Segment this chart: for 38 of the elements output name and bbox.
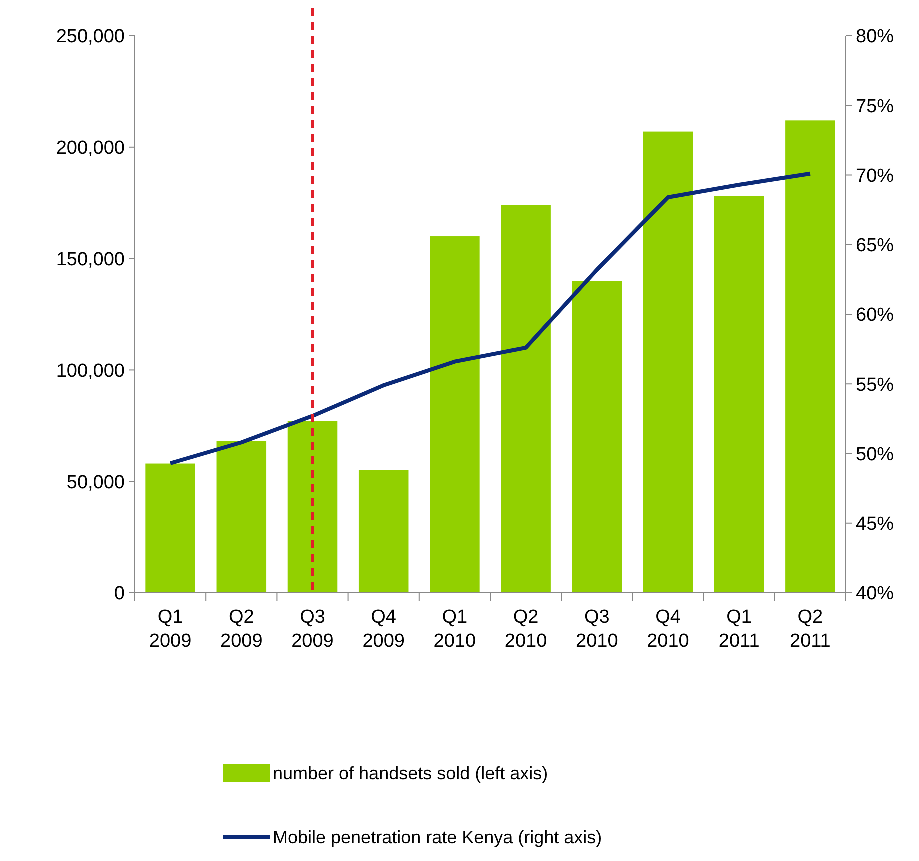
y2-tick-label: 55% <box>856 374 894 396</box>
y-tick-label: 50,000 <box>66 472 125 494</box>
legend-label: Mobile penetration rate Kenya (right axis) <box>273 827 602 848</box>
bar <box>501 205 551 593</box>
x-tick-label: Q2 2010 <box>504 607 548 652</box>
x-tick-label: Q3 2009 <box>292 607 334 652</box>
bar <box>643 132 694 593</box>
bar <box>786 120 836 593</box>
y-tick-label: 100,000 <box>56 360 125 382</box>
y-tick-label: 0 <box>114 584 125 605</box>
y-tick-label: 250,000 <box>56 26 125 48</box>
x-tick-label: Q1 2010 <box>434 607 476 652</box>
line-series <box>168 172 812 466</box>
y2-tick-label: 65% <box>856 236 894 257</box>
y2-tick-label: 80% <box>856 26 894 48</box>
x-tick-label: Q2 2011 <box>790 607 831 652</box>
y2-tick-label: 45% <box>856 514 894 536</box>
bar <box>288 421 338 593</box>
y-tick-label: 150,000 <box>56 249 125 270</box>
y2-tick-label: 40% <box>856 584 894 605</box>
bar <box>714 196 764 593</box>
x-tick-label: Q1 2009 <box>149 607 192 652</box>
x-tick-label: Q2 2009 <box>220 607 263 652</box>
x-tick-label: Q4 2009 <box>362 607 405 652</box>
y2-tick-label: 70% <box>856 166 894 187</box>
x-tick-label: Q3 2010 <box>576 607 618 652</box>
y2-tick-label: 60% <box>856 305 894 326</box>
x-tick-label: Q1 2011 <box>718 607 760 652</box>
x-tick-label: Q4 2010 <box>647 607 690 652</box>
y2-tick-label: 75% <box>856 96 894 118</box>
bar <box>430 236 480 593</box>
legend-label: number of handsets sold (left axis) <box>273 763 548 784</box>
bar <box>358 470 409 593</box>
bar <box>216 441 267 593</box>
bar <box>146 464 196 593</box>
y2-tick-label: 50% <box>856 444 894 466</box>
bar <box>572 281 622 593</box>
y-tick-label: 200,000 <box>56 138 125 160</box>
